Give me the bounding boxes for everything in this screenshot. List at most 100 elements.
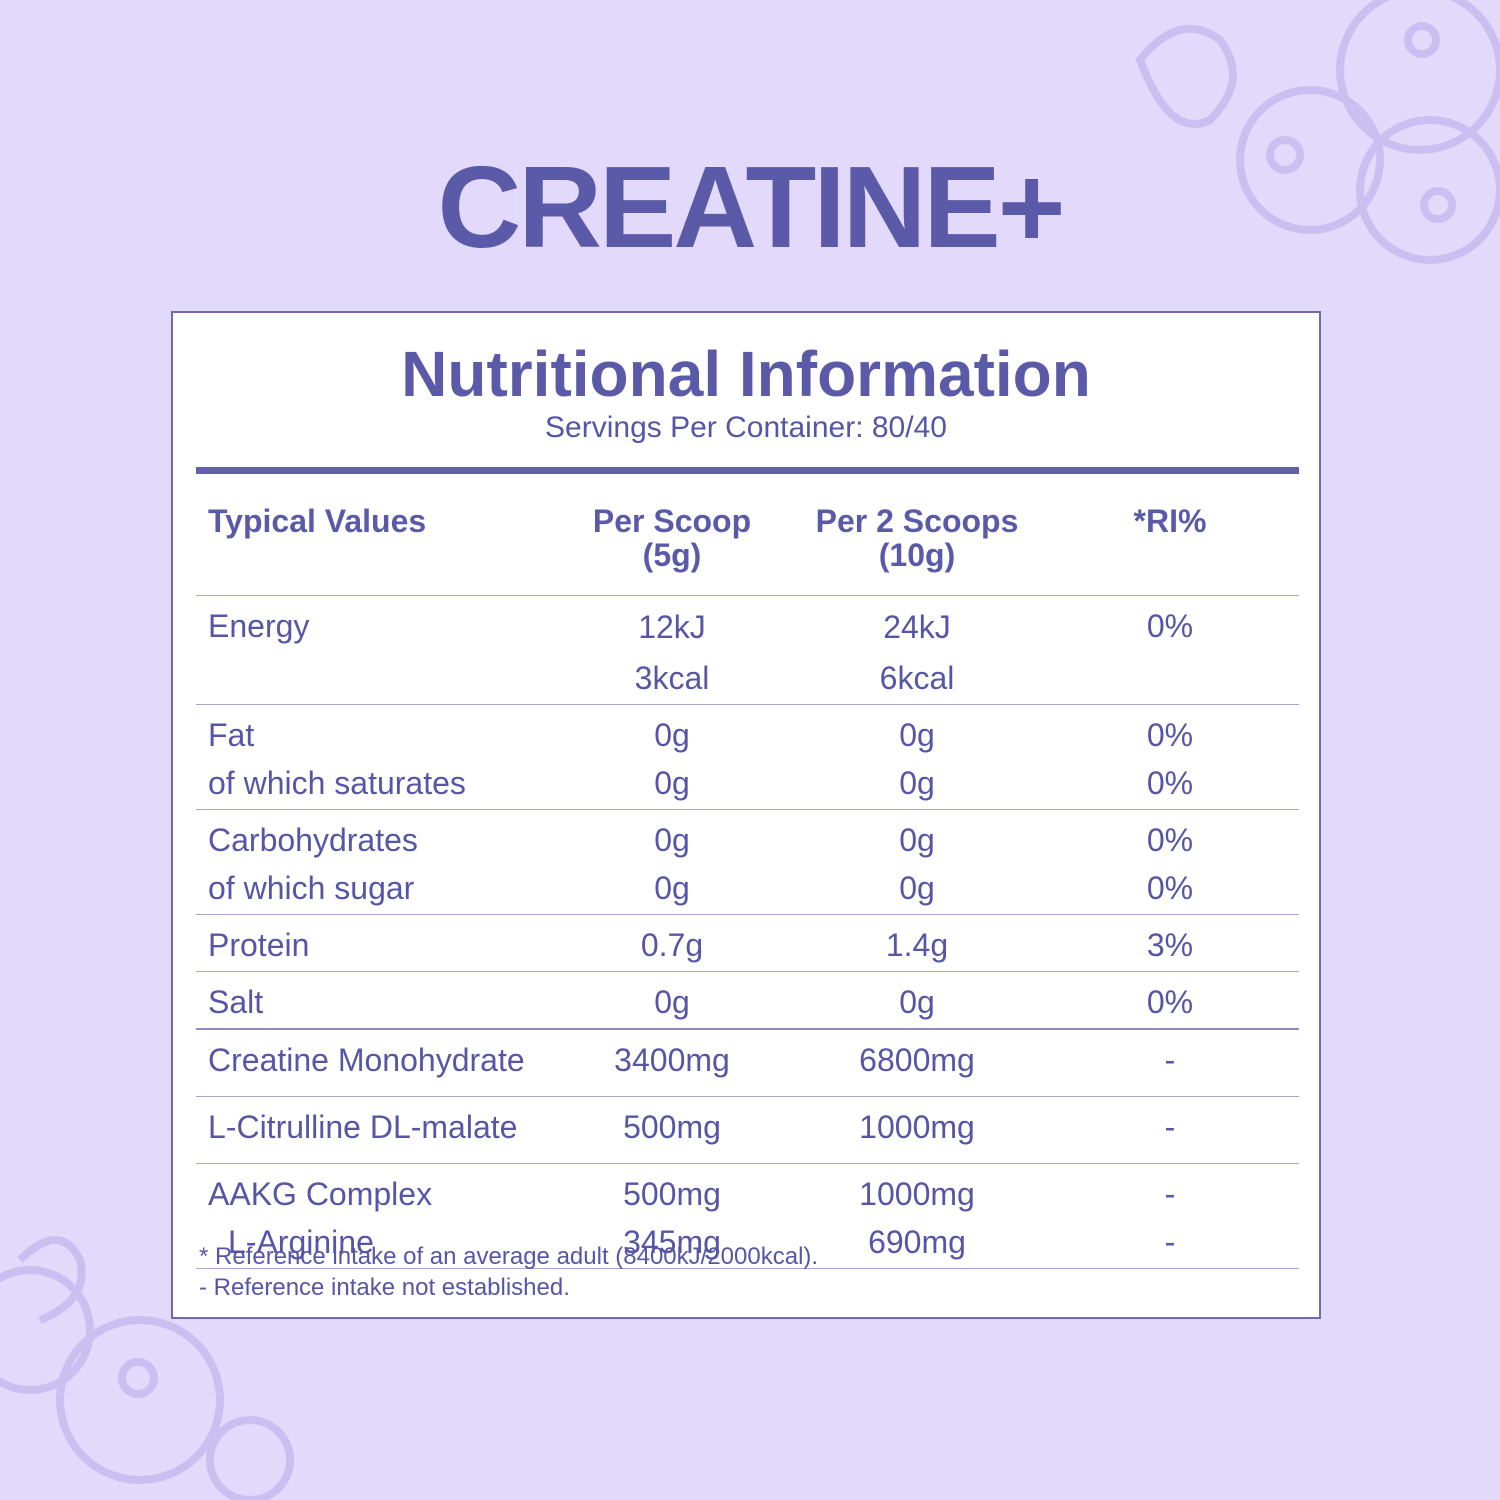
- cell-line: Carbohydrates: [208, 822, 418, 858]
- nutrient-value: -: [1020, 1218, 1320, 1266]
- footnote: - Reference intake not established.: [199, 1274, 570, 1301]
- cell-line: Energy: [208, 608, 310, 644]
- cell-line: of which sugar: [208, 870, 415, 906]
- nutrient-value: 3%: [1020, 921, 1320, 969]
- cell-line: -: [1164, 1176, 1176, 1212]
- nutrient-value: 500mg: [522, 1103, 822, 1151]
- cell-line: 1000mg: [859, 1109, 975, 1145]
- nutrient-value: 0g: [767, 978, 1067, 1026]
- cell-line: Typical Values: [208, 503, 427, 539]
- row-group: Salt 0g 0g 0%: [196, 971, 1299, 1028]
- nutrient-value: 0g: [522, 711, 822, 759]
- nutrient-value: 690mg: [767, 1218, 1067, 1266]
- nutrition-panel: Nutritional Information Servings Per Con…: [171, 311, 1321, 1319]
- cell-line: 0g: [654, 984, 690, 1020]
- cell-line: -: [1164, 1224, 1176, 1260]
- cell-line: 3kcal: [634, 660, 710, 696]
- nutrient-value: 0%: [1020, 602, 1320, 650]
- cell-line: 0.7g: [640, 927, 704, 963]
- nutrient-value: 0g: [767, 711, 1067, 759]
- nutrient-name: AAKG Complex: [208, 1170, 432, 1218]
- nutrient-value: 0g: [522, 864, 822, 912]
- nutrient-value: 0%: [1020, 864, 1320, 912]
- cell-line: 3400mg: [614, 1042, 730, 1078]
- header-cell: Per 2 Scoops (10g): [767, 504, 1067, 572]
- nutrient-name: of which sugar: [208, 864, 414, 912]
- nutrient-value: 24kJ 6kcal: [767, 602, 1067, 704]
- cell-line: Creatine Monohydrate: [208, 1042, 525, 1078]
- divider: [196, 1268, 1299, 1269]
- cell-line: -: [1164, 1042, 1176, 1078]
- nutrient-name: Creatine Monohydrate: [208, 1036, 525, 1084]
- row-group: L-Citrulline DL-malate 500mg 1000mg -: [196, 1096, 1299, 1163]
- servings: Servings Per Container: 80/40: [545, 411, 947, 444]
- row-group: Creatine Monohydrate 3400mg 6800mg -: [196, 1028, 1299, 1096]
- cell-line: 1000mg: [859, 1176, 975, 1212]
- nutrient-value: 0g: [522, 759, 822, 807]
- nutrient-value: 0%: [1020, 978, 1320, 1026]
- nutrient-value: 0%: [1020, 711, 1320, 759]
- nutrient-value: 500mg: [522, 1170, 822, 1218]
- cell-line: 6kcal: [879, 660, 955, 696]
- nutrient-value: 0g: [522, 816, 822, 864]
- cell-line: 690mg: [868, 1224, 966, 1260]
- panel-heading: Nutritional Information: [401, 338, 1091, 410]
- nutrient-value: 6800mg: [767, 1036, 1067, 1084]
- cell-line: 0g: [899, 984, 935, 1020]
- cell-line: Salt: [208, 984, 264, 1020]
- footnotes: * Reference intake of an average adult (…: [199, 1241, 818, 1303]
- cell-line: 0g: [654, 870, 690, 906]
- row-group: Fat 0g 0g 0% of which saturates 0g 0g 0%: [196, 704, 1299, 809]
- header-cell: Per Scoop (5g): [522, 504, 822, 572]
- nutrient-value: 1000mg: [767, 1103, 1067, 1151]
- cell-line: 6800mg: [859, 1042, 975, 1078]
- cell-line: 0%: [1146, 765, 1194, 801]
- footnote: * Reference intake of an average adult (…: [199, 1243, 819, 1270]
- cell-line: Per 2 Scoops: [815, 503, 1019, 539]
- nutrient-value: -: [1020, 1103, 1320, 1151]
- cell-line: 500mg: [623, 1176, 721, 1212]
- nutrient-value: -: [1020, 1170, 1320, 1218]
- cell-line: 0%: [1146, 870, 1194, 906]
- nutrient-value: 3400mg: [522, 1036, 822, 1084]
- cell-line: (10g): [878, 537, 956, 573]
- cell-line: AAKG Complex: [208, 1176, 433, 1212]
- cell-line: 0%: [1146, 984, 1194, 1020]
- cell-line: of which saturates: [208, 765, 466, 801]
- cell-line: Fat: [208, 717, 255, 753]
- cell-line: 0g: [654, 717, 690, 753]
- cell-line: 0g: [654, 765, 690, 801]
- cell-line: 3%: [1146, 927, 1194, 963]
- cell-line: 0%: [1146, 822, 1194, 858]
- cell-line: Per Scoop: [592, 503, 752, 539]
- nutrient-name: Carbohydrates: [208, 816, 418, 864]
- cell-line: 0%: [1146, 717, 1194, 753]
- cell-line: 0g: [654, 822, 690, 858]
- cell-line: 0g: [899, 717, 935, 753]
- row-group: Protein 0.7g 1.4g 3%: [196, 914, 1299, 971]
- nutrient-name: Fat: [208, 711, 254, 759]
- nutrient-name: Protein: [208, 921, 309, 969]
- cell-line: 345mg: [623, 1224, 721, 1260]
- cell-line: 1.4g: [885, 927, 949, 963]
- cell-line: 24kJ: [883, 609, 951, 645]
- cell-line: 0%: [1146, 608, 1194, 644]
- nutrition-table: Typical Values Per Scoop (5g) Per 2 Scoops(…: [196, 474, 1299, 1269]
- nutrient-value: 345mg: [522, 1218, 822, 1266]
- cell-line: L-Arginine: [228, 1224, 374, 1260]
- cell-line: *RI%: [1133, 503, 1207, 539]
- cell-line: 0g: [899, 822, 935, 858]
- cell-line: 12kJ: [638, 609, 706, 645]
- cell-line: (5g): [642, 537, 702, 573]
- nutrient-value: 1.4g: [767, 921, 1067, 969]
- nutrient-value: 0g: [767, 864, 1067, 912]
- nutrient-name: L-Arginine: [228, 1218, 374, 1266]
- nutrient-value: 0.7g: [522, 921, 822, 969]
- nutrient-name: Energy: [208, 602, 309, 650]
- nutrient-value: 12kJ 3kcal: [522, 602, 822, 704]
- divider: [196, 467, 1299, 474]
- header-row: Typical Values Per Scoop (5g) Per 2 Scoops(…: [196, 474, 1299, 595]
- cell-line: 500mg: [623, 1109, 721, 1145]
